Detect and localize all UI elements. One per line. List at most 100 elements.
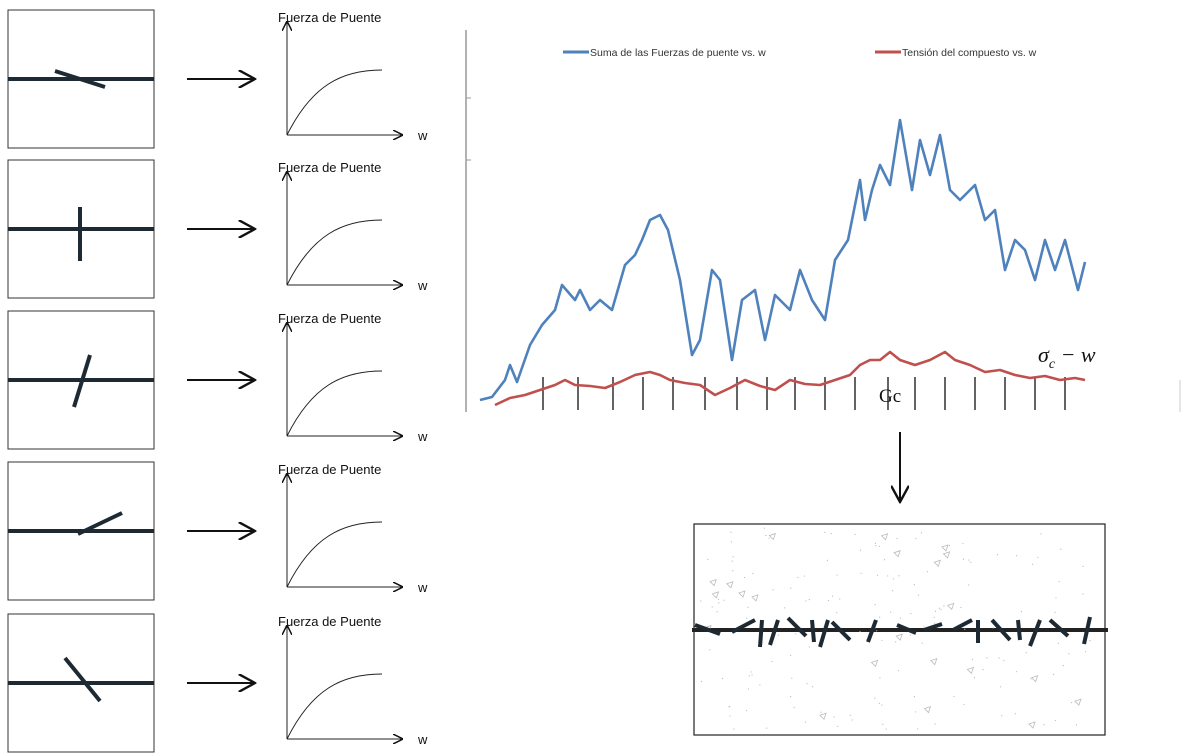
aggregate-dot [778, 635, 779, 636]
aggregate-dot [1085, 651, 1086, 652]
aggregate-dot [859, 631, 860, 632]
aggregate-dot [764, 528, 765, 529]
curve [287, 674, 382, 739]
aggregate-dot [723, 600, 724, 601]
aggregate-dot [914, 696, 915, 697]
aggregate-dot [834, 716, 835, 717]
legend-label: Suma de las Fuerzas de puente vs. w [590, 47, 766, 59]
aggregate-dot [997, 554, 998, 555]
y-label: Fuerza de Puente [278, 614, 381, 629]
aggregate-dot [879, 703, 880, 704]
aggregate-dot [805, 600, 806, 601]
aggregate-dot [831, 533, 832, 534]
aggregate-dot [879, 617, 880, 618]
aggregate-dot [809, 599, 810, 600]
aggregate-dot [877, 575, 878, 576]
aggregate-dot [732, 561, 733, 562]
aggregate-dot [887, 575, 888, 576]
y-label: Fuerza de Puente [278, 462, 381, 477]
aggregate-dot [768, 538, 769, 539]
aggregate-dot [1053, 674, 1054, 675]
x-label: w [417, 429, 428, 444]
aggregate-dot [820, 712, 821, 713]
aggregate-dot [827, 560, 828, 561]
aggregate-dot [1055, 720, 1056, 721]
y-label: Fuerza de Puente [278, 10, 381, 25]
aggregate-dot [892, 590, 893, 591]
aggregate-dot [812, 686, 813, 687]
aggregate-dot [765, 535, 766, 536]
aggregate-dot [730, 532, 731, 533]
aggregate-dot [791, 678, 792, 679]
aggregate-dot [766, 727, 767, 728]
aggregate-dot [1054, 612, 1055, 613]
aggregate-dot [1058, 643, 1059, 644]
aggregate-dot [922, 643, 923, 644]
aggregate-dot [718, 602, 719, 603]
aggregate-dot [935, 611, 936, 612]
aggregate-dot [882, 724, 883, 725]
aggregate-dot [797, 577, 798, 578]
aggregate-dot [748, 688, 749, 689]
aggregate-dot [893, 578, 894, 579]
aggregate-dot [824, 532, 825, 533]
aggregate-dot [1037, 557, 1038, 558]
aggregate-dot [953, 696, 954, 697]
aggregate-dot [701, 681, 702, 682]
aggregate-dot [744, 577, 745, 578]
aggregate-dot [794, 707, 795, 708]
aggregate-dot [751, 674, 752, 675]
aggregate-dot [1030, 678, 1031, 679]
aggregate-dot [921, 532, 922, 533]
aggregate-dot [982, 669, 983, 670]
aggregate-dot [875, 545, 876, 546]
aggregate-dot [896, 538, 897, 539]
aggregate-dot [879, 546, 880, 547]
aggregate-dot [733, 728, 734, 729]
aggregate-dot [1068, 653, 1069, 654]
aggregate-dot [732, 556, 733, 557]
aggregate-dot [805, 722, 806, 723]
aggregate-dot [806, 683, 807, 684]
aggregate-dot [772, 661, 773, 662]
aggregate-dot [881, 704, 882, 705]
aggregate-dot [915, 538, 916, 539]
aggregate-dot [1015, 713, 1016, 714]
aggregate-dot [700, 600, 701, 601]
aggregate-dot [861, 573, 862, 574]
aggregate-dot [963, 559, 964, 560]
series-line [480, 120, 1085, 400]
aggregate-dot [898, 670, 899, 671]
aggregate-dot [934, 723, 935, 724]
aggregate-dot [910, 634, 911, 635]
aggregate-dot [918, 594, 919, 595]
aggregate-dot [962, 543, 963, 544]
aggregate-dot [795, 633, 796, 634]
aggregate-dot [1089, 640, 1090, 641]
aggregate-dot [1032, 564, 1033, 565]
aggregate-dot [972, 659, 973, 660]
aggregate-dot [851, 719, 852, 720]
x-label: w [417, 732, 428, 747]
aggregate-dot [790, 696, 791, 697]
aggregate-dot [927, 571, 928, 572]
aggregate-dot [746, 618, 747, 619]
aggregate-dot [1016, 671, 1017, 672]
aggregate-dot [1043, 724, 1044, 725]
fiber [65, 658, 100, 701]
aggregate-dot [914, 584, 915, 585]
aggregate-dot [968, 559, 969, 560]
aggregate-dot [875, 604, 876, 605]
y-label: Fuerza de Puente [278, 160, 381, 175]
aggregate-dot [709, 649, 710, 650]
sigma-rest: − w [1055, 342, 1096, 367]
aggregate-dot [876, 630, 877, 631]
aggregate-dot [1060, 549, 1061, 550]
aggregate-dot [718, 599, 719, 600]
aggregate-dot [923, 626, 924, 627]
aggregate-dot [722, 678, 723, 679]
aggregate-dot [910, 613, 911, 614]
aggregate-dot [855, 534, 856, 535]
aggregate-dot [999, 657, 1000, 658]
curve [287, 371, 382, 436]
